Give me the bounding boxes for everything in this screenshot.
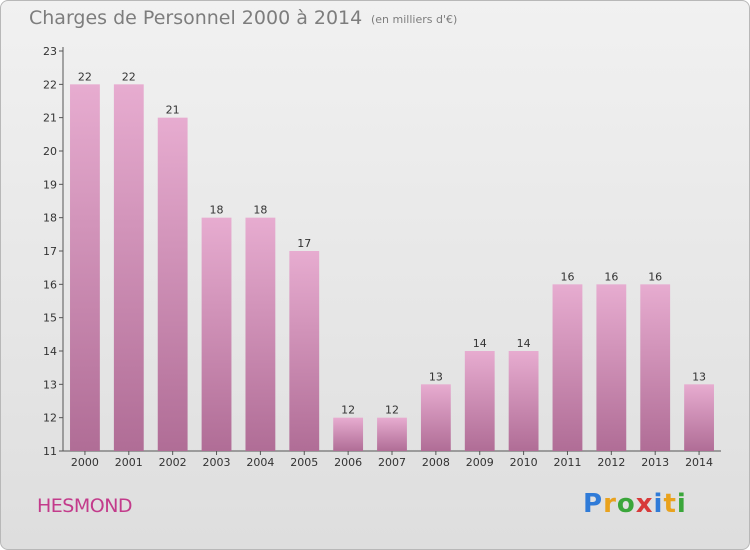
bar-value-label: 12 <box>385 404 399 417</box>
bar-value-label: 12 <box>341 404 355 417</box>
y-tick-label: 11 <box>43 445 57 458</box>
bar <box>640 284 671 451</box>
logo-letter: i <box>676 489 687 519</box>
x-tick-label: 2013 <box>641 456 669 469</box>
bar <box>289 251 320 451</box>
bar <box>157 117 188 452</box>
y-tick-label: 22 <box>43 78 57 91</box>
bar-value-label: 18 <box>210 204 224 217</box>
y-tick-label: 17 <box>43 245 57 258</box>
chart-title: Charges de Personnel 2000 à 2014 <box>29 7 363 29</box>
x-tick-label: 2008 <box>422 456 450 469</box>
x-tick-label: 2009 <box>466 456 494 469</box>
x-tick-label: 2000 <box>71 456 99 469</box>
bar <box>333 417 364 451</box>
bar-value-label: 13 <box>429 370 443 383</box>
y-tick-label: 21 <box>43 112 57 125</box>
logo-letter: i <box>653 489 664 519</box>
bar-value-label: 22 <box>78 70 92 83</box>
logo-letter: r <box>603 489 617 519</box>
y-tick-label: 19 <box>43 178 57 191</box>
bar-value-label: 21 <box>166 104 180 117</box>
x-tick-label: 2004 <box>246 456 274 469</box>
y-tick-label: 14 <box>43 345 57 358</box>
proxiti-logo: Proxiti <box>583 489 687 519</box>
bar <box>377 417 407 451</box>
bar <box>508 351 539 451</box>
x-tick-label: 2014 <box>685 456 713 469</box>
bar <box>464 351 495 451</box>
bar <box>70 84 100 451</box>
x-tick-label: 2011 <box>553 456 581 469</box>
x-tick-label: 2005 <box>290 456 318 469</box>
logo-letter: x <box>635 489 654 519</box>
bar-value-label: 13 <box>692 370 706 383</box>
bar <box>684 384 714 451</box>
x-tick-label: 2002 <box>159 456 187 469</box>
chart-unit: (en milliers d'€) <box>371 13 458 26</box>
bar-value-label: 18 <box>253 204 267 217</box>
y-tick-label: 16 <box>43 278 57 291</box>
x-tick-label: 2001 <box>115 456 143 469</box>
commune-name: HESMOND <box>37 495 133 517</box>
x-tick-label: 2010 <box>510 456 538 469</box>
bar-value-label: 16 <box>604 270 618 283</box>
bar-value-label: 16 <box>648 270 662 283</box>
x-tick-label: 2012 <box>597 456 625 469</box>
bar-value-label: 14 <box>517 337 531 350</box>
logo-letter: t <box>663 489 677 519</box>
bar <box>420 384 451 451</box>
bar <box>596 284 627 451</box>
y-tick-label: 23 <box>43 45 57 58</box>
bar-value-label: 16 <box>560 270 574 283</box>
x-tick-label: 2003 <box>203 456 231 469</box>
y-tick-label: 15 <box>43 312 57 325</box>
logo-letter: o <box>616 489 636 519</box>
y-tick-label: 12 <box>43 412 57 425</box>
bar <box>113 84 144 451</box>
x-tick-label: 2007 <box>378 456 406 469</box>
bar <box>201 217 232 451</box>
bar <box>245 217 276 451</box>
x-tick-label: 2006 <box>334 456 362 469</box>
bar-value-label: 17 <box>297 237 311 250</box>
logo-letter: P <box>583 489 604 519</box>
y-tick-label: 20 <box>43 145 57 158</box>
y-tick-label: 18 <box>43 212 57 225</box>
bar-value-label: 22 <box>122 70 136 83</box>
bar <box>552 284 583 451</box>
y-tick-label: 13 <box>43 378 57 391</box>
bar-value-label: 14 <box>473 337 487 350</box>
